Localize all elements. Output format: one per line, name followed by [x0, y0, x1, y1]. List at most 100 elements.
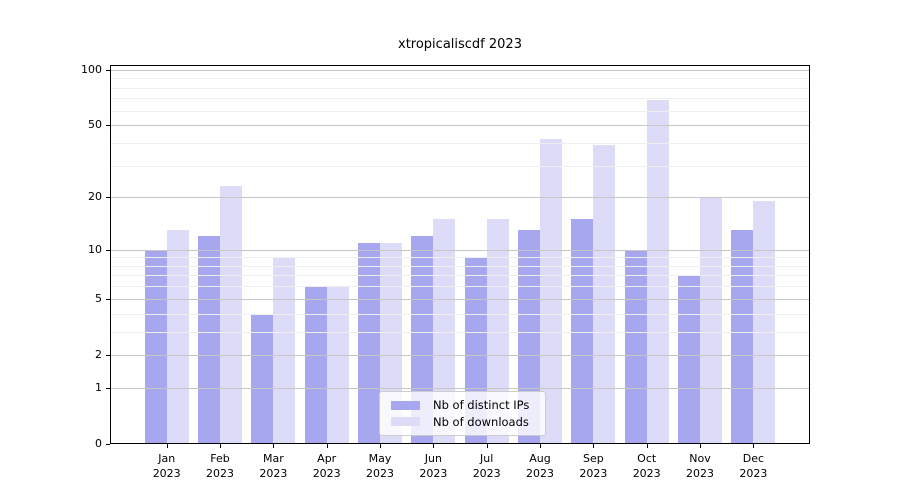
- bar-jan-ips: [144, 249, 167, 444]
- gridline-90: [110, 78, 810, 80]
- x-tick-year: 2023: [152, 467, 181, 480]
- x-tick-mark-dec: [753, 444, 755, 448]
- bar-aug-downloads: [540, 139, 562, 444]
- x-tick-year: 2023: [259, 467, 288, 480]
- x-tick-year: 2023: [579, 467, 608, 480]
- y-tick-mark-100: [106, 69, 110, 71]
- x-tick-label-jan: Jan 2023: [140, 451, 193, 481]
- legend-row-downloads: Nb of downloads: [391, 414, 535, 429]
- x-tick-mark-sep: [593, 444, 595, 448]
- gridline-10: [110, 249, 810, 251]
- gridline-9: [110, 257, 810, 259]
- x-tick-mark-aug: [540, 444, 541, 448]
- x-tick-label-nov: Nov 2023: [674, 451, 727, 481]
- x-tick-month: Jun: [424, 452, 442, 465]
- x-tick-year: 2023: [632, 467, 661, 480]
- x-tick-month: Jul: [480, 452, 494, 465]
- y-tick-label-1: 1: [95, 380, 102, 394]
- bar-dec-ips: [731, 230, 754, 444]
- bar-feb-downloads: [220, 186, 242, 444]
- bar-apr-ips: [304, 286, 327, 444]
- x-tick-month: Apr: [317, 452, 337, 465]
- x-tick-label-feb: Feb 2023: [194, 451, 247, 481]
- legend-swatch-ips: [391, 400, 420, 410]
- gridline-4: [110, 313, 810, 315]
- x-tick-year: 2023: [526, 467, 554, 480]
- x-tick-mark-nov: [700, 444, 701, 448]
- gridline-70: [110, 98, 810, 100]
- bar-may-ips: [358, 242, 380, 444]
- chart-title: xtropicaliscdf 2023: [398, 37, 522, 52]
- x-tick-label-mar: Mar 2023: [247, 451, 300, 481]
- x-tick-month: Feb: [210, 452, 230, 465]
- y-tick-label-2: 2: [95, 347, 102, 361]
- x-tick-year: 2023: [312, 467, 341, 480]
- legend-label: Nb of distinct IPs: [433, 398, 530, 413]
- legend-row-ips: Nb of distinct IPs: [391, 398, 535, 413]
- x-tick-month: Sep: [583, 452, 604, 465]
- x-tick-month: Dec: [742, 452, 765, 465]
- gridline-6: [110, 286, 810, 288]
- plot-area: [110, 65, 810, 444]
- x-tick-label-dec: Dec 2023: [727, 451, 780, 481]
- x-tick-label-jun: Jun 2023: [407, 451, 460, 481]
- gridline-1: [110, 387, 810, 389]
- x-tick-month: Oct: [637, 452, 657, 465]
- x-tick-year: 2023: [419, 467, 448, 480]
- gridline-30: [110, 165, 810, 167]
- bar-mar-ips: [251, 313, 274, 444]
- x-tick-label-aug: Aug 2023: [514, 451, 567, 481]
- x-tick-mark-oct: [646, 444, 648, 448]
- y-tick-mark-0: [106, 444, 110, 445]
- y-tick-mark-5: [106, 298, 110, 300]
- y-tick-label-10: 10: [88, 242, 102, 256]
- legend-swatch-downloads: [391, 417, 420, 427]
- x-tick-year: 2023: [472, 467, 501, 480]
- x-tick-mark-jul: [486, 444, 488, 448]
- x-tick-month: Mar: [263, 452, 284, 465]
- gridline-100: [110, 69, 810, 71]
- x-tick-month: Aug: [529, 452, 551, 465]
- x-tick-year: 2023: [686, 467, 714, 480]
- gridline-50: [110, 125, 810, 127]
- x-tick-mark-mar: [273, 444, 275, 448]
- y-tick-label-5: 5: [95, 291, 102, 305]
- x-tick-mark-jun: [433, 444, 435, 448]
- bar-oct-ips: [624, 249, 647, 444]
- bar-apr-downloads: [326, 286, 349, 444]
- gridline-8: [110, 265, 810, 267]
- x-tick-label-sep: Sep 2023: [567, 451, 620, 481]
- bar-feb-ips: [198, 236, 220, 444]
- y-tick-mark-20: [106, 197, 110, 199]
- gridline-20: [110, 197, 810, 199]
- x-tick-label-jul: Jul 2023: [460, 451, 513, 481]
- bar-sep-downloads: [593, 144, 616, 444]
- bar-nov-downloads: [700, 197, 722, 444]
- bar-nov-ips: [678, 275, 700, 444]
- gridline-40: [110, 142, 810, 144]
- x-tick-mark-may: [380, 444, 381, 448]
- x-tick-label-may: May 2023: [354, 451, 407, 481]
- gridline-7: [110, 275, 810, 277]
- x-tick-mark-apr: [326, 444, 328, 448]
- bar-oct-downloads: [646, 99, 669, 444]
- bar-aug-ips: [518, 230, 540, 444]
- gridline-60: [110, 110, 810, 112]
- y-tick-label-50: 50: [88, 118, 102, 132]
- y-tick-mark-1: [106, 387, 110, 389]
- x-tick-label-apr: Apr 2023: [300, 451, 353, 481]
- bar-mar-downloads: [273, 257, 296, 444]
- y-tick-label-0: 0: [95, 437, 102, 450]
- y-tick-mark-2: [106, 354, 110, 356]
- y-tick-mark-10: [106, 249, 110, 251]
- gridline-2: [110, 354, 810, 356]
- x-tick-year: 2023: [206, 467, 234, 480]
- grid-layer: [110, 65, 810, 444]
- x-tick-label-oct: Oct 2023: [620, 451, 673, 481]
- legend: Nb of distinct IPs Nb of downloads: [379, 391, 546, 436]
- legend-label: Nb of downloads: [433, 414, 529, 429]
- y-tick-mark-50: [106, 125, 110, 127]
- bar-jan-downloads: [166, 230, 189, 444]
- x-tick-mark-jan: [166, 444, 168, 448]
